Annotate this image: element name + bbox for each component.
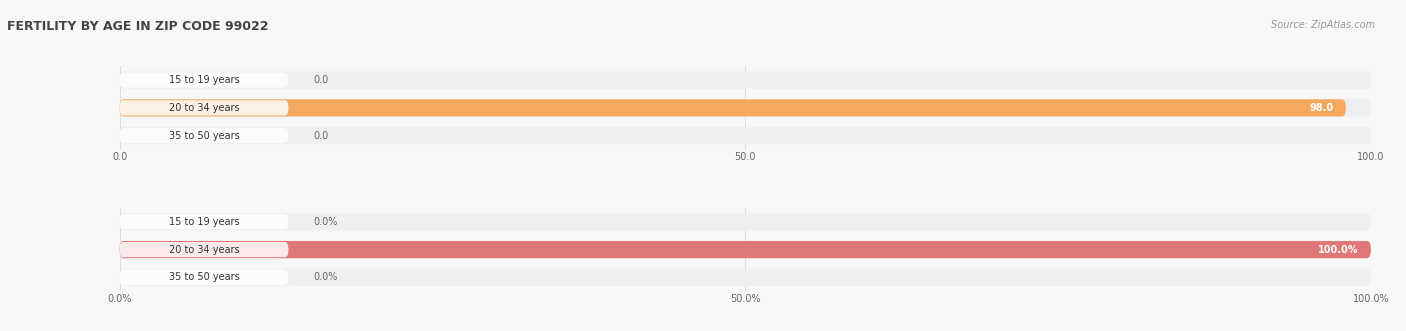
FancyBboxPatch shape — [120, 241, 1371, 258]
Text: 0.0%: 0.0% — [314, 217, 337, 227]
Text: 100.0%: 100.0% — [1317, 245, 1358, 255]
FancyBboxPatch shape — [120, 269, 1371, 286]
FancyBboxPatch shape — [120, 242, 288, 257]
FancyBboxPatch shape — [120, 100, 288, 116]
Text: 98.0: 98.0 — [1309, 103, 1333, 113]
Text: Source: ZipAtlas.com: Source: ZipAtlas.com — [1271, 20, 1375, 30]
FancyBboxPatch shape — [120, 127, 1371, 144]
Text: 0.0%: 0.0% — [314, 272, 337, 282]
FancyBboxPatch shape — [120, 270, 288, 285]
Text: 35 to 50 years: 35 to 50 years — [169, 272, 239, 282]
Text: 0.0: 0.0 — [314, 75, 329, 85]
Text: 15 to 19 years: 15 to 19 years — [169, 75, 239, 85]
Text: 35 to 50 years: 35 to 50 years — [169, 131, 239, 141]
FancyBboxPatch shape — [120, 128, 288, 143]
Text: 0.0: 0.0 — [314, 131, 329, 141]
Text: 20 to 34 years: 20 to 34 years — [169, 103, 239, 113]
FancyBboxPatch shape — [120, 99, 1371, 117]
FancyBboxPatch shape — [120, 241, 1371, 258]
Text: FERTILITY BY AGE IN ZIP CODE 99022: FERTILITY BY AGE IN ZIP CODE 99022 — [7, 20, 269, 33]
FancyBboxPatch shape — [120, 214, 288, 229]
FancyBboxPatch shape — [120, 99, 1346, 117]
Text: 15 to 19 years: 15 to 19 years — [169, 217, 239, 227]
FancyBboxPatch shape — [120, 213, 1371, 230]
FancyBboxPatch shape — [120, 72, 288, 88]
FancyBboxPatch shape — [120, 71, 1371, 89]
Text: 20 to 34 years: 20 to 34 years — [169, 245, 239, 255]
